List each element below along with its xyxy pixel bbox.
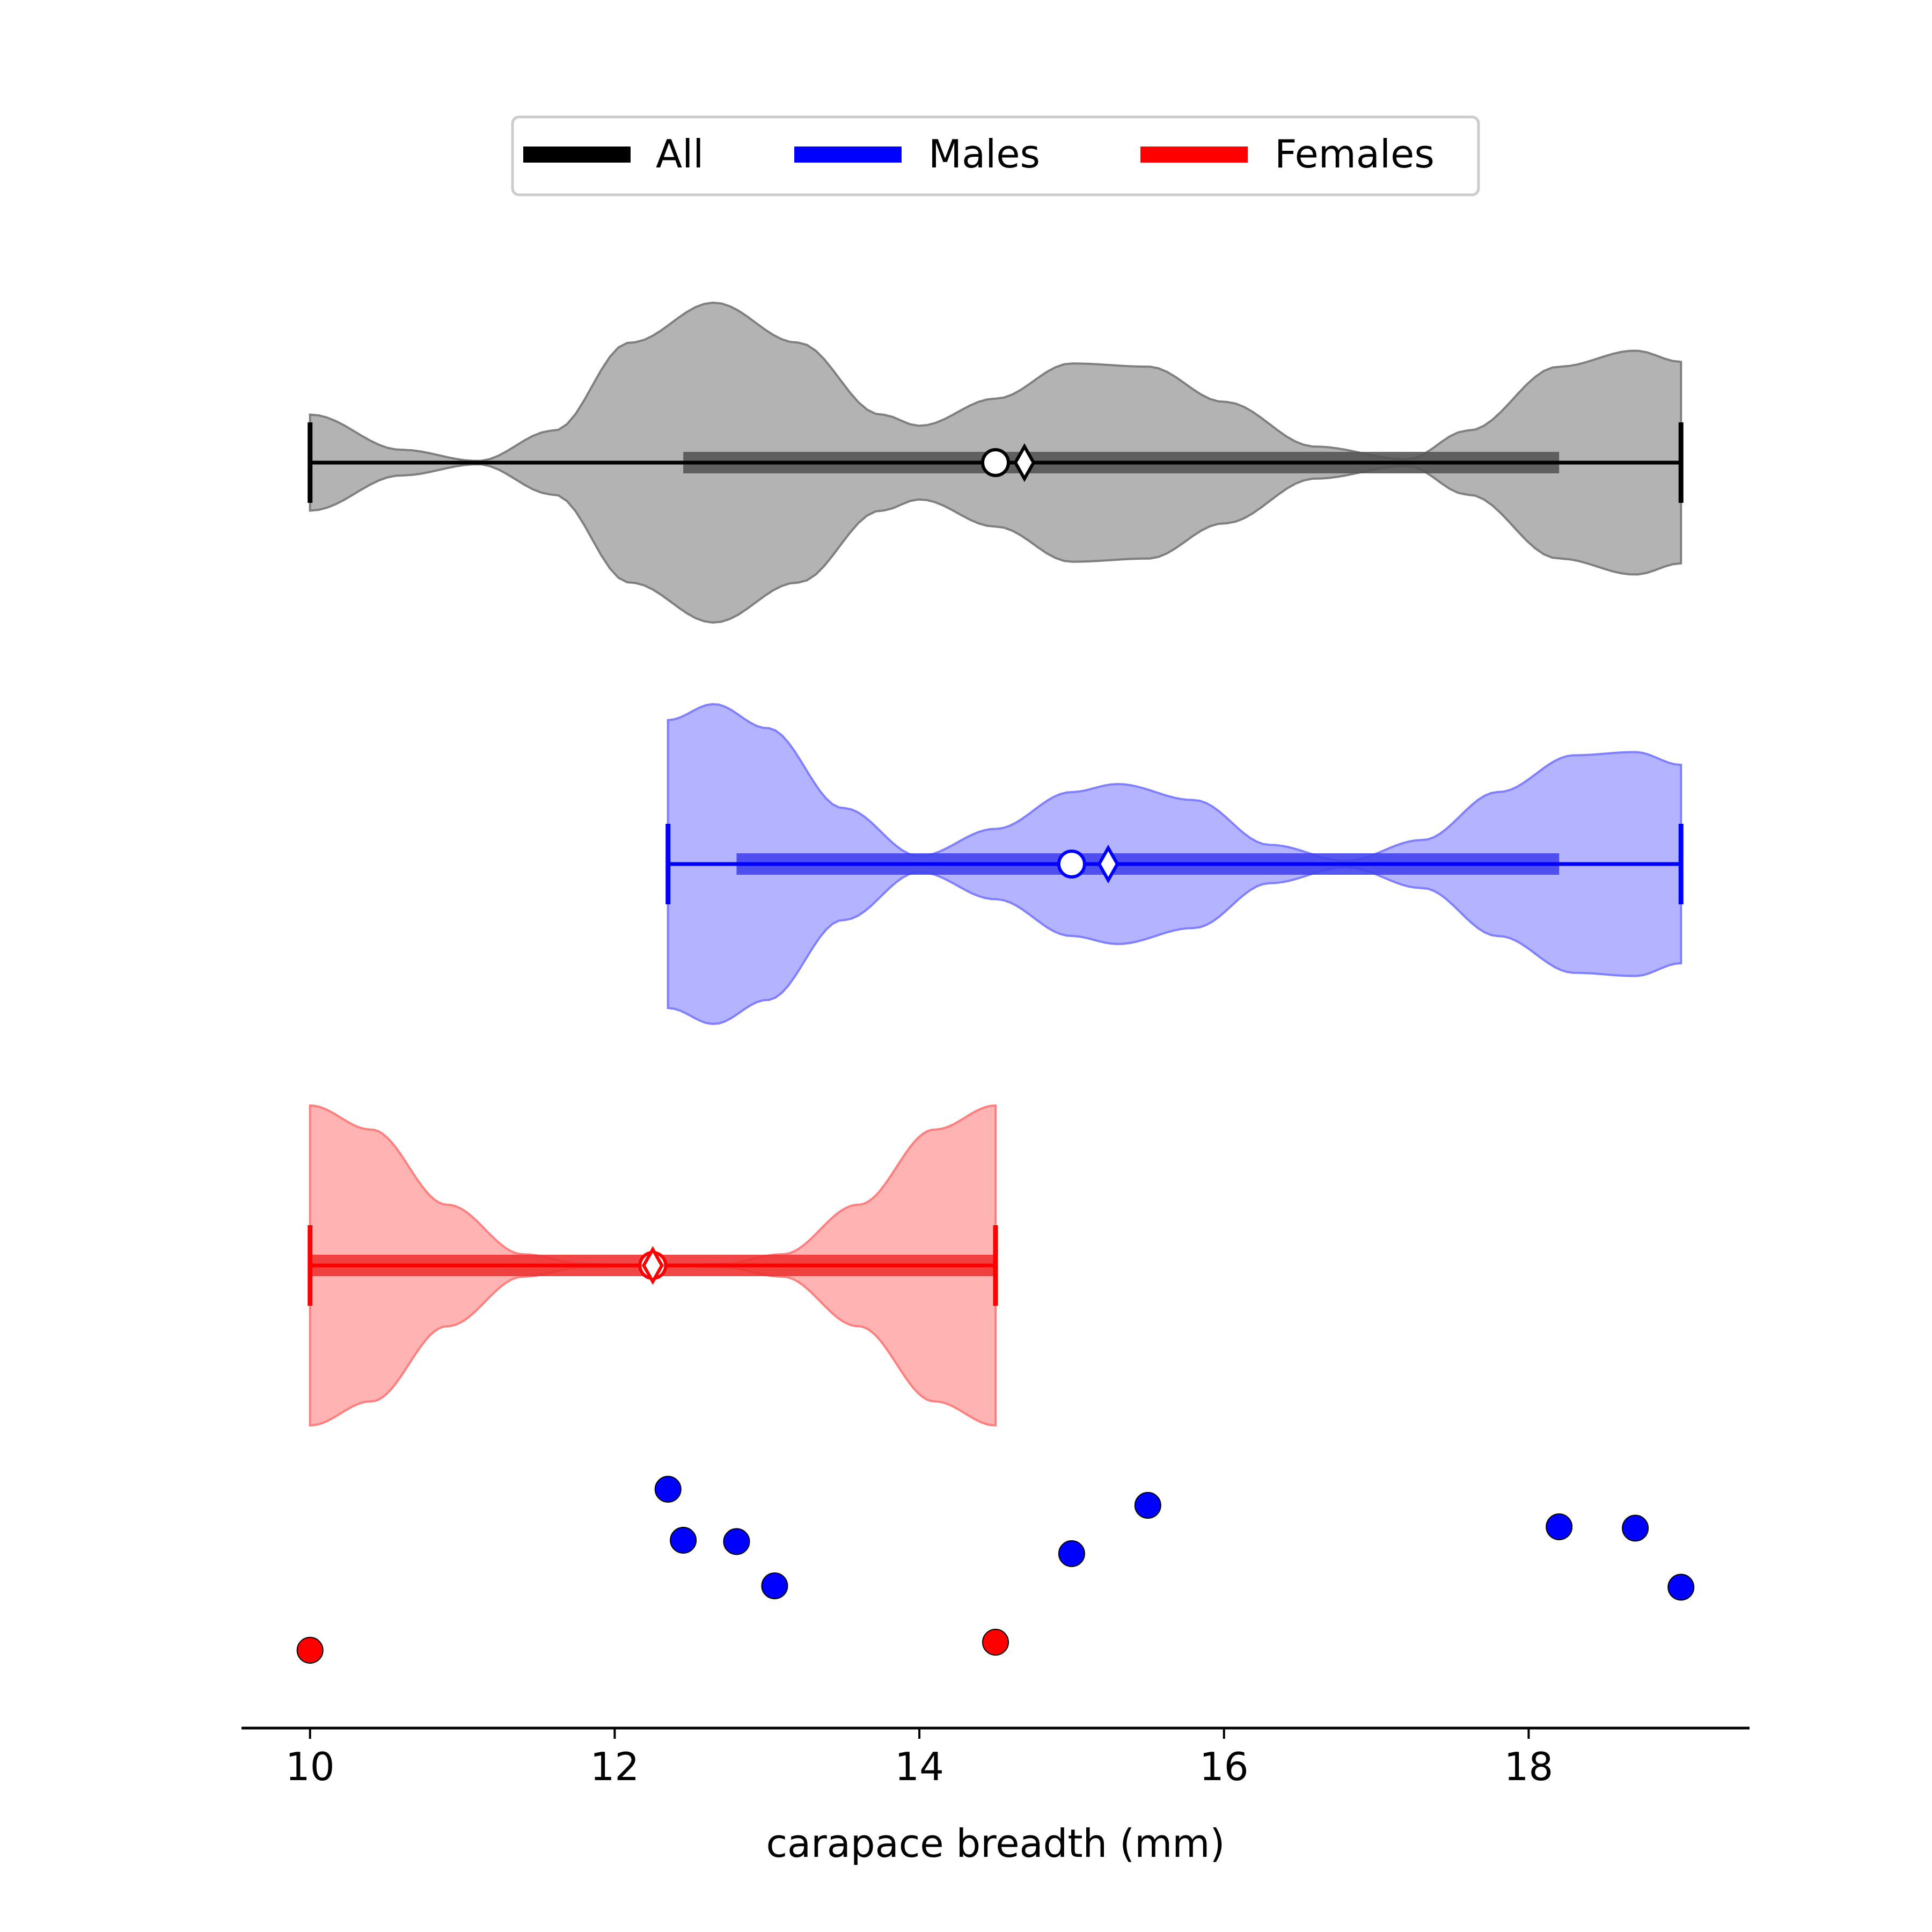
legend-label-all: All <box>656 131 704 177</box>
data-point-males <box>1546 1513 1573 1540</box>
data-point-males <box>1622 1514 1649 1542</box>
violins <box>308 301 1684 1427</box>
legend-label-males: Males <box>928 131 1040 177</box>
x-axis-label: carapace breadth (mm) <box>766 1821 1225 1866</box>
mean-marker-all <box>1013 443 1036 482</box>
legend-label-females: Females <box>1275 131 1435 177</box>
data-point-males <box>654 1476 682 1503</box>
median-marker-all <box>981 448 1010 477</box>
data-point-males <box>1058 1540 1085 1567</box>
data-point-males <box>761 1572 788 1599</box>
data-point-females <box>982 1629 1009 1656</box>
legend-frame <box>511 115 1480 196</box>
violin-all <box>308 301 1684 624</box>
data-point-males <box>723 1528 750 1555</box>
x-tick-label: 14 <box>895 1744 944 1789</box>
data-point-males <box>1667 1574 1695 1601</box>
mean-marker-females <box>641 1246 664 1285</box>
x-tick-label: 10 <box>286 1744 335 1789</box>
violin-males <box>665 703 1684 1025</box>
median-marker-males <box>1057 850 1086 879</box>
x-tick-label: 16 <box>1199 1744 1249 1789</box>
x-tick-label: 12 <box>590 1744 640 1789</box>
data-point-males <box>1134 1492 1161 1519</box>
violin-females <box>308 1104 998 1427</box>
x-tick-label: 18 <box>1504 1744 1554 1789</box>
x-axis: 10 12 14 16 18 <box>241 1726 1750 1789</box>
mean-marker-males <box>1097 844 1119 884</box>
data-point-males <box>670 1527 697 1554</box>
data-point-females <box>296 1637 324 1664</box>
strip-points <box>296 1476 1695 1664</box>
legend: All Males Females <box>511 115 1480 196</box>
